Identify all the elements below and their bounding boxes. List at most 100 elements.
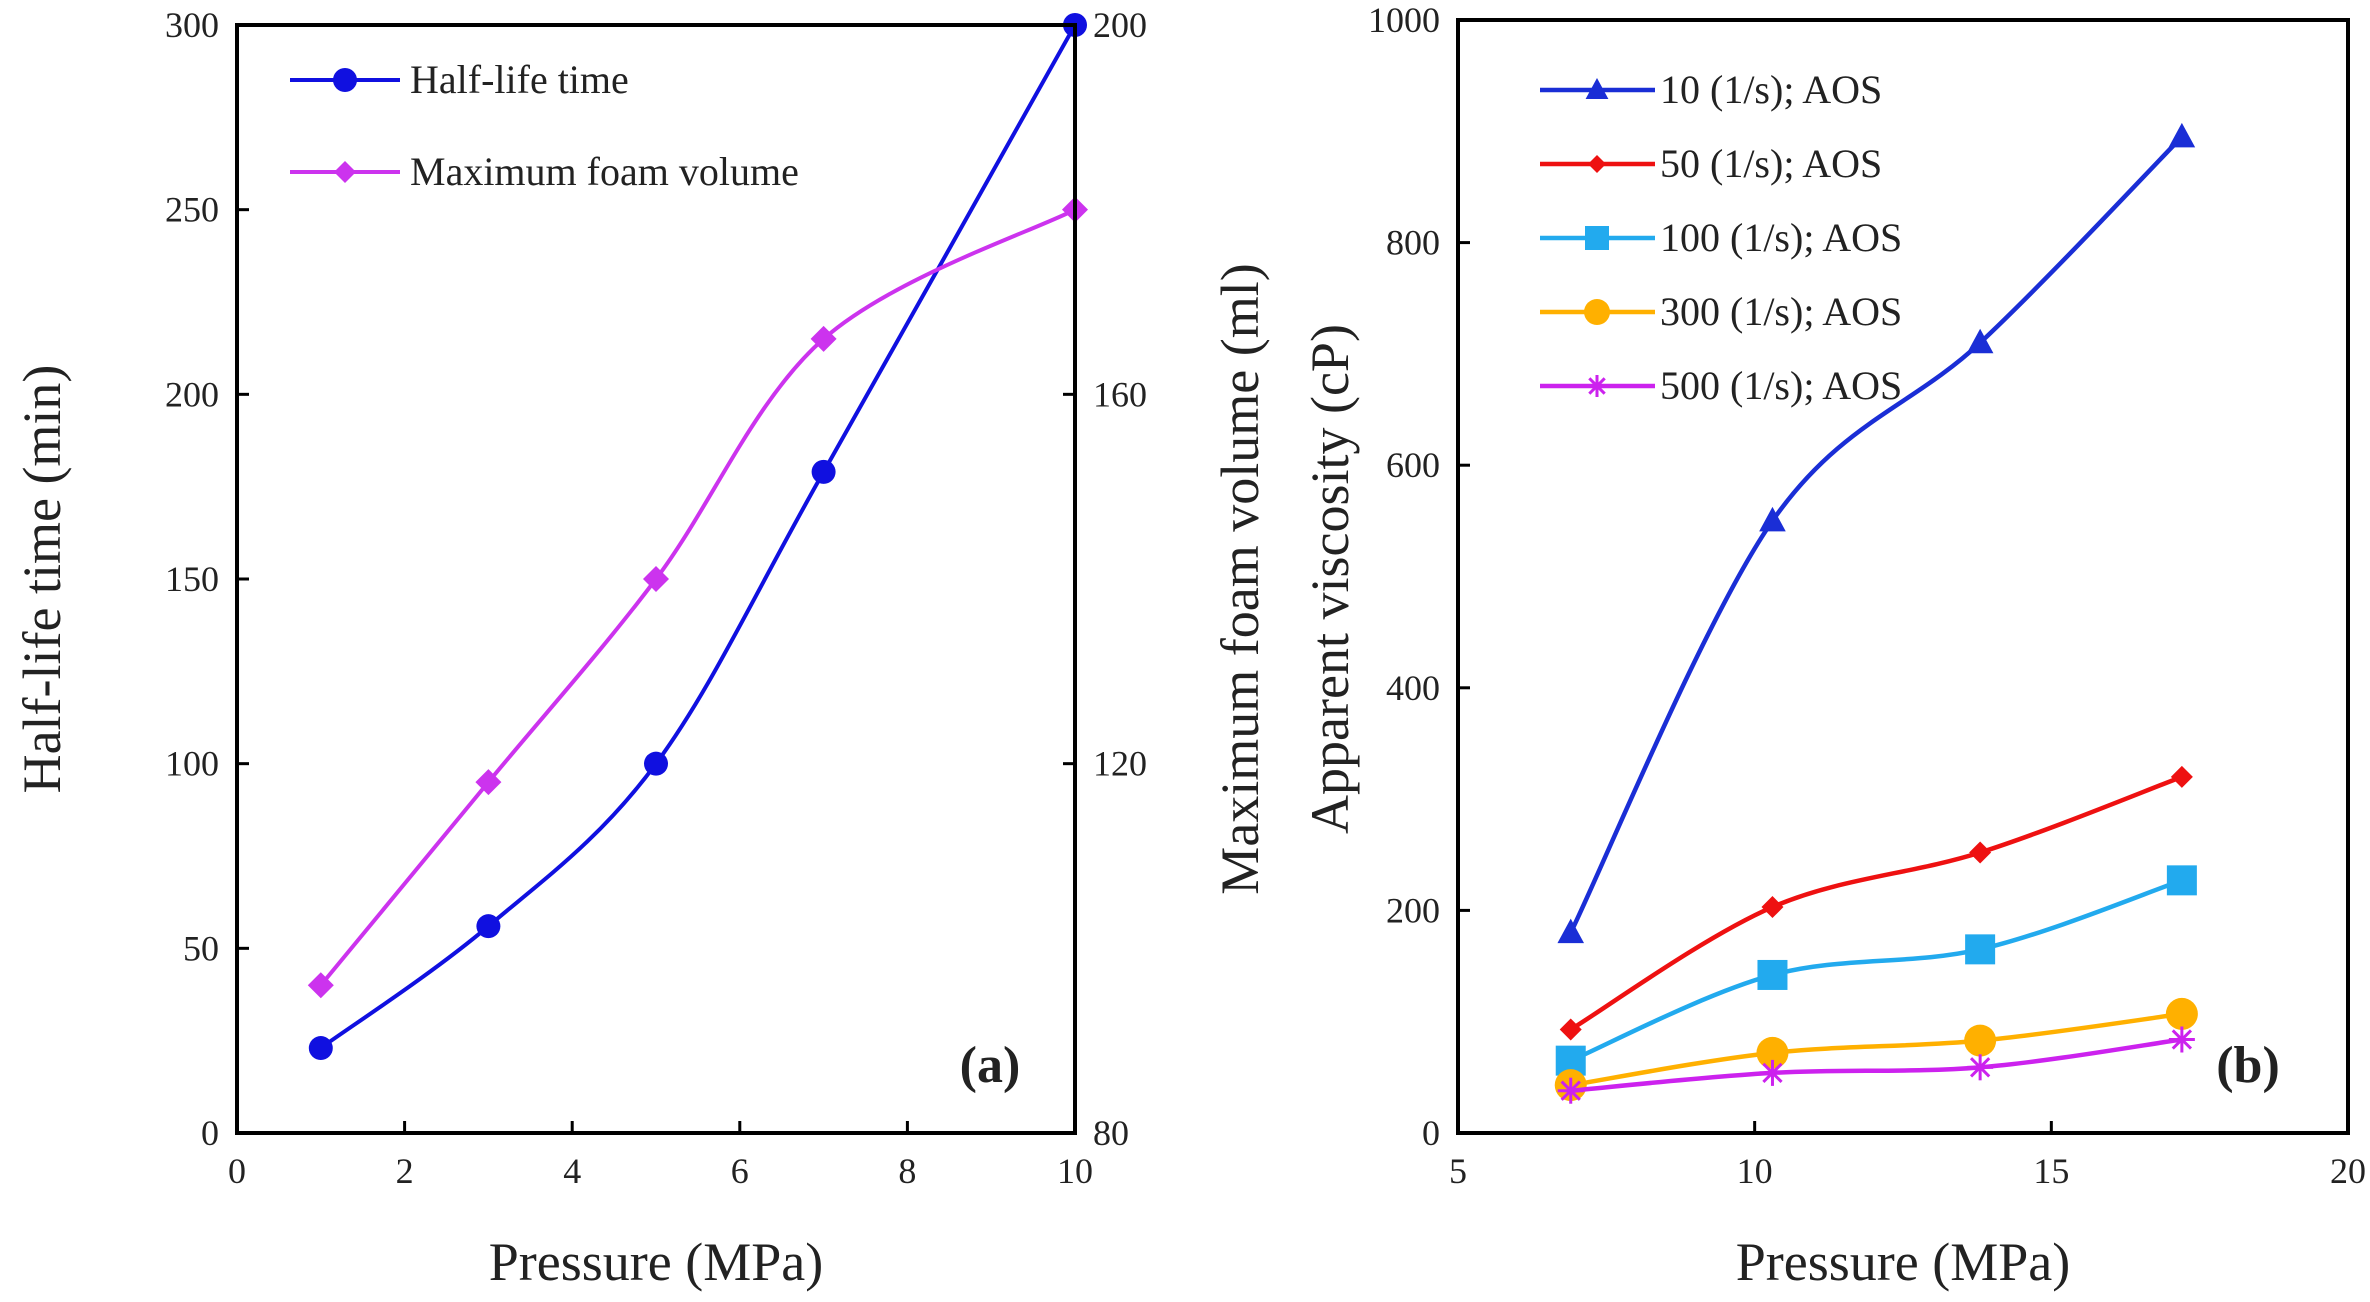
panel-a-legend-label: Maximum foam volume [410,149,799,194]
panel-b-legend-item: 10 (1/s); AOS [1540,67,1882,112]
panel-b-label: (b) [2216,1037,2280,1094]
panel-a-x-tick-label: 6 [731,1151,749,1191]
panel-b-legend: 10 (1/s); AOS 50 (1/s); AOS 100 (1/s); AOS… [1540,67,1902,408]
panel-b-legend-label: 100 (1/s); AOS [1660,215,1902,260]
panel-b-series-3 [1554,997,2198,1102]
panel-b-x-tick-label: 20 [2330,1151,2366,1191]
panel-a-y-tick-label: 250 [165,190,219,230]
panel-a-data-point [475,769,502,796]
panel-b-series-line [1570,1037,2183,1093]
panel-b-data-point [1557,918,1585,944]
panel-a-data-point [307,972,334,999]
panel-b-data-point [1966,328,1994,354]
panel-a-y-axis-label: Half-life time (min) [12,365,72,794]
panel-b-series-line [1569,774,2183,1032]
panel-b-data-point [1965,934,1996,965]
panel-b-y-tick-label: 200 [1386,890,1440,930]
panel-b-series-line [1569,878,2183,1063]
panel-a-right-y-tick-label: 80 [1093,1113,1129,1153]
panel-b-data-point [1559,1018,1582,1041]
panel-a-x-tick-label: 10 [1057,1151,1093,1191]
panel-b-x-tick-label: 10 [1737,1151,1773,1191]
panel-b-data-point [2168,1026,2195,1053]
panel-b-series-line [1568,135,2184,934]
panel-a-x-tick-label: 2 [396,1151,414,1191]
panel-b-series-2 [1555,865,2197,1076]
panel-b-legend-label: 500 (1/s); AOS [1660,363,1902,408]
panel-b-legend-marker [1585,226,1609,250]
panel-a-series-1 [307,196,1088,999]
panel-a-legend-item: Maximum foam volume [290,149,799,194]
panel-a-right-y-axis-label: Maximum foam volume (ml) [1210,263,1270,894]
panel-b-plot-frame [1456,18,2350,1135]
panel-a-y-tick-label: 0 [201,1113,219,1153]
panel-b-legend-marker [1588,155,1606,173]
panel-b-data-point [1964,1024,1997,1057]
panel-a-x-axis-label: Pressure (MPa) [489,1232,823,1292]
panel-b-legend-item: 100 (1/s); AOS [1540,215,1902,260]
panel-b-legend-item: 300 (1/s); AOS [1540,289,1902,334]
panel-b-y-axis-label: Apparent viscosity (cP) [1300,324,1360,834]
panel-a-data-point [644,751,668,776]
panel-b-series-line [1570,1011,2183,1088]
panel-b-data-point [2168,122,2196,148]
panel-b-series [1554,122,2198,1104]
panel-b-data-point [1759,506,1786,532]
panel-b-y-tick-label: 400 [1386,668,1440,708]
panel-b-data-point [2165,997,2198,1030]
panel-a-legend-item: Half-life time [290,57,629,102]
panel-a-legend-marker [334,161,356,183]
panel-b-x-tick-label: 15 [2033,1151,2069,1191]
panel-b-legend-marker [1584,299,1610,325]
panel-b-data-point [2166,865,2197,896]
panel-a-y-tick-label: 300 [165,5,219,45]
panel-a-right-y-tick-label: 160 [1093,374,1147,414]
panel-b-legend-label: 300 (1/s); AOS [1660,289,1902,334]
panel-a-legend-marker [333,68,357,92]
panel-b-data-point [1757,959,1788,990]
panel-b-data-point [1967,1054,1994,1081]
panel-b-legend-label: 50 (1/s); AOS [1660,141,1882,186]
panel-b-data-point [2170,765,2193,788]
panel-a-data-point [810,325,837,352]
panel-a-y-tick-label: 100 [165,744,219,784]
panel-a-right-y-tick-label: 120 [1093,744,1147,784]
panel-a-y-tick-label: 200 [165,374,219,414]
panel-b-legend-item: 50 (1/s); AOS [1540,141,1882,186]
panel-b-y-tick-label: 600 [1386,445,1440,485]
panel-b-y-tick-label: 1000 [1368,0,1440,40]
panel-a-y-tick-label: 50 [183,928,219,968]
panel-b-x-tick-label: 5 [1449,1151,1467,1191]
panel-b-data-point [1969,841,1992,864]
panel-a-data-point [643,566,669,592]
panel-a-legend-label: Half-life time [410,57,629,102]
panel-b-data-point [1761,896,1784,919]
panel-a-x-tick-label: 8 [898,1151,916,1191]
panel-a-data-point [476,914,501,939]
panel-b-legend-item: 500 (1/s); AOS [1540,363,1902,408]
panel-b-series-0 [1557,122,2196,944]
panel-a-x-tick-label: 4 [563,1151,581,1191]
panel-b-x-axis-label: Pressure (MPa) [1736,1232,2070,1292]
panel-a-right-y-tick-label: 200 [1093,5,1147,45]
panel-b-y-tick-label: 0 [1422,1113,1440,1153]
panel-a-y-tick-label: 150 [165,559,219,599]
panel-a-series-0 [308,13,1087,1061]
panel-a-data-point [811,459,836,484]
panel-b-data-point [1759,1059,1786,1086]
panel-b-data-point [1557,1077,1584,1104]
panel-a-series [307,13,1088,1061]
panel-b-series-4 [1557,1026,2195,1104]
panel-b-legend-marker [1586,375,1608,397]
panel-a-data-point [308,1036,333,1061]
panel-a-label: (a) [960,1037,1021,1094]
panel-a-legend: Half-life time Maximum foam volume [290,57,799,194]
panel-a-x-tick-label: 0 [228,1151,246,1191]
panel-b-series-1 [1559,765,2193,1041]
panel-b-legend-label: 10 (1/s); AOS [1660,67,1882,112]
